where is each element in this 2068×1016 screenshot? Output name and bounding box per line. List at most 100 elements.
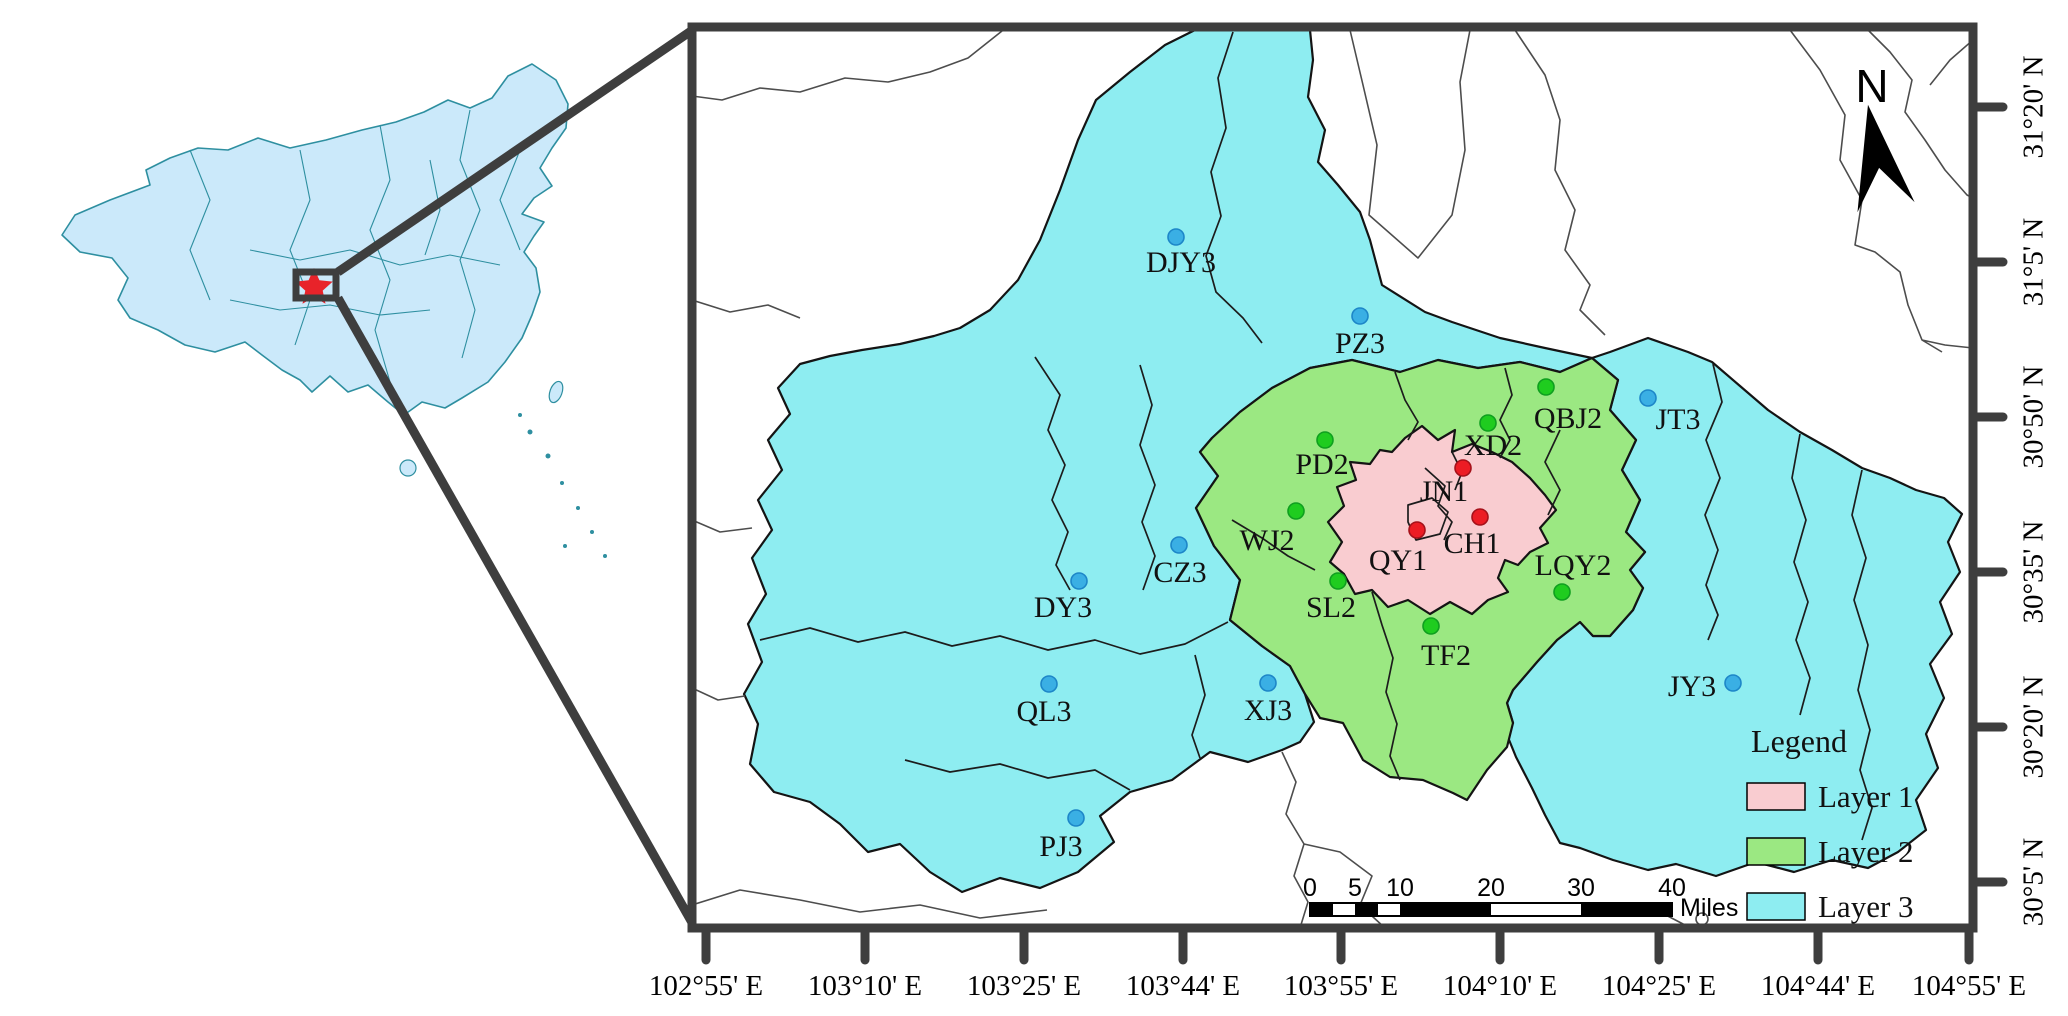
site-cz3: CZ3 [1153, 536, 1207, 589]
lon-label: 102°55' E [649, 970, 763, 1002]
island-dot [545, 453, 551, 459]
lon-label: 103°55' E [1284, 970, 1398, 1002]
lat-label: 30°20' N [2018, 675, 2050, 778]
scalebar-unit: Miles [1680, 894, 1738, 922]
longitude-labels: 102°55' E 103°10' E 103°25' E 103°44' E … [649, 970, 2026, 1002]
site-sl2: SL2 [1306, 572, 1356, 624]
site-label: QL3 [1017, 695, 1072, 728]
site-dot [1287, 502, 1305, 520]
island-dot [576, 506, 580, 510]
inset-connector-top [335, 25, 697, 276]
island-dot [527, 429, 533, 435]
site-dot [1553, 583, 1571, 601]
lon-label: 104°25' E [1602, 970, 1716, 1002]
legend-swatch-layer1 [1746, 782, 1806, 811]
site-label: PZ3 [1335, 327, 1385, 360]
site-dot [1329, 572, 1347, 590]
site-dot [1639, 389, 1657, 407]
site-xd2: XD2 [1464, 414, 1522, 462]
site-label: DY3 [1034, 591, 1092, 624]
site-label: CH1 [1444, 527, 1501, 560]
islands [399, 380, 607, 558]
site-djy3: DJY3 [1146, 228, 1216, 279]
site-dot [1351, 307, 1369, 325]
lon-label: 103°25' E [967, 970, 1081, 1002]
lon-label: 103°10' E [808, 970, 922, 1002]
island-dot [563, 544, 567, 548]
site-label: XJ3 [1244, 694, 1292, 727]
china-outline [61, 63, 569, 416]
lat-label: 30°35' N [2018, 520, 2050, 623]
china-inset-map [61, 63, 607, 558]
site-label: WJ2 [1240, 524, 1295, 557]
site-lqy2: LQY2 [1535, 549, 1612, 601]
lon-label: 103°44' E [1126, 970, 1240, 1002]
scalebar-tick: 10 [1386, 874, 1414, 902]
scalebar-segment [1355, 903, 1378, 916]
site-dot [1167, 228, 1185, 246]
province-boundaries [189, 109, 521, 383]
scalebar-tick: 30 [1567, 874, 1595, 902]
legend-label-layer2: Layer 2 [1818, 834, 1914, 869]
cyan-county-boundaries [759, 31, 1873, 841]
scale-bar: 0 5 10 20 30 40 Miles [1303, 874, 1738, 922]
island-dot [590, 530, 594, 534]
outer-boundary-lines [692, 29, 1973, 928]
layer3-region-west [742, 28, 1594, 894]
scalebar-tick: 5 [1348, 874, 1362, 902]
north-arrow-icon [1857, 104, 1915, 213]
site-label: PD2 [1295, 448, 1348, 481]
latitude-labels: 31°20' N 31°5' N 30°50' N 30°35' N 30°20… [2018, 55, 2050, 926]
site-label: LQY2 [1535, 549, 1612, 582]
lon-label: 104°10' E [1443, 970, 1557, 1002]
site-qbj2: QBJ2 [1534, 378, 1602, 435]
site-label: JT3 [1656, 403, 1701, 436]
legend: Legend Layer 1 Layer 2 Layer 3 [1746, 723, 1914, 924]
lon-label: 104°55' E [1912, 970, 2026, 1002]
green-county-boundaries [1231, 367, 1561, 781]
site-dot [1259, 674, 1277, 692]
site-label: SL2 [1306, 591, 1356, 624]
site-dot [1070, 572, 1088, 590]
lat-label: 31°20' N [2018, 55, 2050, 158]
site-label: PJ3 [1039, 830, 1082, 863]
legend-label-layer3: Layer 3 [1818, 889, 1914, 924]
site-jt3: JT3 [1639, 389, 1701, 436]
site-jn1: JN1 [1420, 459, 1472, 508]
site-qy1: QY1 [1369, 521, 1427, 577]
island-dot [518, 413, 522, 417]
site-xj3: XJ3 [1244, 674, 1292, 727]
site-wj2: WJ2 [1240, 502, 1305, 557]
hainan-island [399, 459, 417, 477]
latitude-ticks [1968, 102, 2008, 887]
site-dot [1170, 536, 1188, 554]
site-ch1: CH1 [1444, 508, 1501, 560]
scalebar-segment [1581, 903, 1672, 916]
legend-title: Legend [1751, 723, 1847, 759]
lat-label: 30°50' N [2018, 365, 2050, 468]
site-dot [1479, 414, 1497, 432]
legend-swatch-layer2 [1746, 837, 1806, 866]
north-label: N [1855, 60, 1888, 112]
site-jy3: JY3 [1668, 670, 1742, 703]
site-tf2: TF2 [1421, 617, 1471, 672]
legend-label-layer1: Layer 1 [1818, 779, 1914, 814]
north-arrow: N [1855, 60, 1915, 213]
site-pd2: PD2 [1295, 431, 1349, 481]
taiwan-island [548, 380, 564, 404]
longitude-ticks [701, 927, 1974, 965]
scalebar-tick: 40 [1658, 874, 1686, 902]
site-dot [1471, 508, 1489, 526]
site-label: JN1 [1420, 475, 1468, 508]
island-dot [560, 481, 564, 485]
site-label: DJY3 [1146, 246, 1216, 279]
inset-connector-bottom [334, 295, 698, 929]
site-ql3: QL3 [1017, 675, 1072, 728]
site-dot [1537, 378, 1555, 396]
lat-label: 31°5' N [2018, 218, 2050, 307]
site-label: XD2 [1464, 429, 1522, 462]
site-label: JY3 [1668, 670, 1716, 703]
site-dot [1067, 809, 1085, 827]
